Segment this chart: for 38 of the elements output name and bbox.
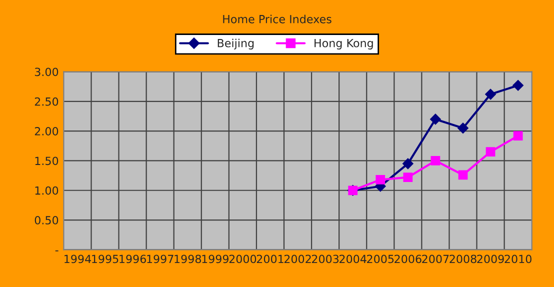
- point: [486, 147, 496, 157]
- legend-label: Beijing: [218, 38, 254, 50]
- x-tick-label: 2002: [284, 254, 311, 264]
- point: [485, 88, 496, 100]
- point: [430, 156, 440, 166]
- y-tick-label: 1.00: [35, 186, 58, 195]
- x-tick-label: 2006: [394, 254, 422, 264]
- x-tick-label: 1997: [147, 254, 174, 264]
- point: [512, 80, 524, 91]
- x-tick-label: 1996: [120, 254, 146, 264]
- y-tick-label: 1.50: [35, 156, 58, 166]
- x-tick-label: 1999: [202, 254, 229, 264]
- x-tick-label: 1998: [174, 254, 202, 264]
- legend-label: Hong Kong: [314, 39, 373, 50]
- point: [458, 122, 468, 134]
- point: [458, 170, 468, 180]
- point: [376, 175, 386, 184]
- x-tick-label: 2001: [256, 254, 284, 264]
- x-tick-label: 2009: [477, 254, 504, 264]
- x-tick-label: 2003: [312, 254, 339, 264]
- x-tick-label: 2008: [450, 254, 476, 264]
- point: [513, 131, 523, 140]
- point: [430, 114, 441, 125]
- y-tick-label: -: [55, 250, 58, 252]
- y-tick-label: 2.50: [34, 97, 58, 106]
- y-tick-label: 0.50: [34, 216, 58, 224]
- point: [403, 172, 413, 182]
- x-tick-label: 1995: [92, 254, 118, 264]
- x-tick-label: 1994: [64, 254, 91, 264]
- x-tick-label: 2010: [504, 254, 532, 264]
- x-tick-label: 2005: [367, 254, 394, 264]
- x-tick-label: 2007: [422, 254, 449, 264]
- y-tick-label: 2.00: [34, 127, 58, 136]
- x-tick-label: 2000: [229, 254, 256, 264]
- y-tick-label: 3.00: [34, 68, 58, 76]
- point: [402, 158, 414, 170]
- x-tick-label: 2004: [340, 254, 366, 264]
- chart-title: Home Price Indexes: [223, 14, 332, 24]
